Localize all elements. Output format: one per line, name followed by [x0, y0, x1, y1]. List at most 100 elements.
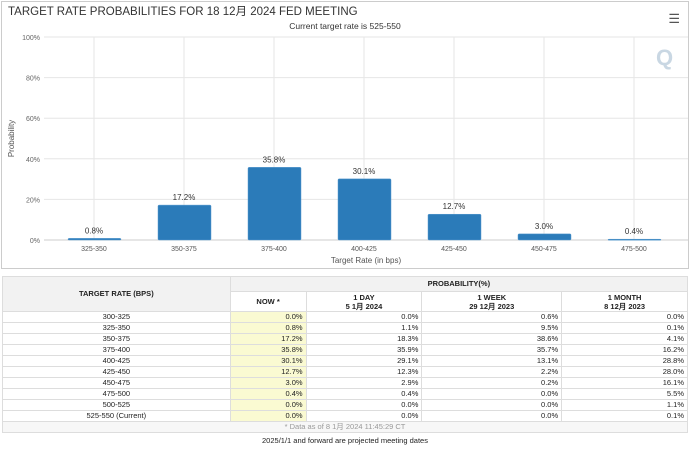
- x-axis-title: Target Rate (in bps): [331, 256, 402, 265]
- probability-cell: 35.9%: [305, 344, 423, 356]
- probability-cell: 0.0%: [561, 311, 688, 323]
- column-label: 1 DAY: [353, 292, 375, 302]
- probability-cell: 2.9%: [305, 377, 423, 389]
- y-tick-label: 80%: [26, 76, 40, 83]
- probability-cell: 18.3%: [305, 333, 423, 345]
- bar: [607, 238, 662, 241]
- probability-cell: 16.2%: [561, 344, 688, 356]
- probability-cell: 3.0%: [229, 377, 307, 389]
- probability-cell: 0.0%: [421, 410, 563, 422]
- probability-cell: 0.0%: [305, 410, 423, 422]
- table-row: 425-450 12.7% 12.3% 2.2% 28.0%: [2, 366, 688, 378]
- rate-cell: 500-525: [2, 399, 231, 411]
- y-tick-label: 60%: [26, 116, 40, 123]
- column-label: 1 WEEK: [477, 292, 507, 302]
- column-header: 1 MONTH 8 12月 2023: [561, 291, 688, 312]
- probability-cell: 0.1%: [561, 322, 688, 334]
- probability-cell: 9.5%: [421, 322, 563, 334]
- table-row: 475-500 0.4% 0.4% 0.0% 5.5%: [2, 388, 688, 400]
- probability-cell: 2.2%: [421, 366, 563, 378]
- probability-cell: 0.1%: [561, 410, 688, 422]
- column-date: 8 12月 2023: [604, 301, 646, 311]
- column-date: 5 1月 2024: [345, 301, 383, 311]
- rate-cell: 425-450: [2, 366, 231, 378]
- probability-cell: 16.1%: [561, 377, 688, 389]
- data-label: 30.1%: [353, 167, 376, 176]
- probability-cell: 5.5%: [561, 388, 688, 400]
- probability-cell: 28.8%: [561, 355, 688, 367]
- chart-subtitle: Current target rate is 525-550: [289, 21, 401, 31]
- column-label: NOW *: [256, 297, 280, 306]
- probability-cell: 30.1%: [229, 355, 307, 367]
- probability-table: TARGET RATE (BPS) PROBABILITY(%) NOW * 1 …: [2, 276, 689, 433]
- bar-chart: 0% 20% 40% 60% 80% 100% 0.8% 325-350 17.2% 350-37…: [7, 35, 688, 265]
- table-row: 375-400 35.8% 35.9% 35.7% 16.2%: [2, 344, 688, 356]
- y-tick-label: 0%: [30, 238, 40, 245]
- column-date: 29 12月 2023: [469, 301, 515, 311]
- table-row: 525-550 (Current) 0.0% 0.0% 0.0% 0.1%: [2, 410, 688, 422]
- x-tick-label: 400-425: [351, 246, 377, 253]
- bar: [67, 238, 122, 241]
- probability-cell: 0.6%: [421, 311, 563, 323]
- rate-cell: 375-400: [2, 344, 231, 356]
- column-header: 1 WEEK 29 12月 2023: [421, 291, 563, 312]
- y-axis-title: Probability: [7, 120, 16, 157]
- probability-cell: 1.1%: [561, 399, 688, 411]
- probability-cell: 35.8%: [229, 344, 307, 356]
- x-tick-label: 350-375: [171, 246, 197, 253]
- bar: [427, 213, 482, 241]
- probability-cell: 0.8%: [229, 322, 307, 334]
- probability-cell: 0.0%: [305, 399, 423, 411]
- probability-cell: 0.0%: [229, 399, 307, 411]
- rate-cell: 400-425: [2, 355, 231, 367]
- table-row: 325-350 0.8% 1.1% 9.5% 0.1%: [2, 322, 688, 334]
- data-label: 0.8%: [85, 226, 103, 235]
- chart-container: TARGET RATE PROBABILITIES FOR 18 12月 202…: [1, 1, 689, 269]
- column-label: 1 MONTH: [607, 292, 642, 302]
- data-timestamp: * Data as of 8 1月 2024 11:45:29 CT: [2, 421, 688, 433]
- data-label: 0.4%: [625, 227, 643, 236]
- data-label: 12.7%: [443, 202, 466, 211]
- rate-cell: 475-500: [2, 388, 231, 400]
- bar: [337, 178, 392, 241]
- probability-cell: 12.7%: [229, 366, 307, 378]
- y-tick-label: 20%: [26, 197, 40, 204]
- probability-cell: 35.7%: [421, 344, 563, 356]
- rate-cell: 325-350: [2, 322, 231, 334]
- probability-cell: 29.1%: [305, 355, 423, 367]
- y-tick-label: 100%: [22, 35, 40, 42]
- rate-cell: 350-375: [2, 333, 231, 345]
- x-tick-label: 325-350: [81, 246, 107, 253]
- x-tick-label: 375-400: [261, 246, 287, 253]
- probability-cell: 17.2%: [229, 333, 307, 345]
- column-header: NOW *: [229, 291, 307, 312]
- projection-note: 2025/1/1 and forward are projected meeti…: [262, 436, 428, 445]
- probability-cell: 1.1%: [305, 322, 423, 334]
- rate-header: TARGET RATE (BPS): [2, 276, 231, 312]
- probability-cell: 0.0%: [305, 311, 423, 323]
- probability-cell: 0.0%: [229, 410, 307, 422]
- probability-cell: 0.4%: [305, 388, 423, 400]
- x-tick-label: 475-500: [621, 246, 647, 253]
- table-row: 450-475 3.0% 2.9% 0.2% 16.1%: [2, 377, 688, 389]
- hamburger-icon[interactable]: ☰: [668, 11, 680, 26]
- probability-cell: 0.0%: [229, 311, 307, 323]
- rate-cell: 450-475: [2, 377, 231, 389]
- probability-cell: 4.1%: [561, 333, 688, 345]
- rate-cell: 525-550 (Current): [2, 410, 231, 422]
- bar: [247, 167, 302, 241]
- table-section: TARGET RATE (BPS) PROBABILITY(%) NOW * 1 …: [2, 276, 689, 446]
- probability-header: PROBABILITY(%): [229, 276, 689, 292]
- chart-title: TARGET RATE PROBABILITIES FOR 18 12月 202…: [8, 6, 358, 18]
- column-header: 1 DAY 5 1月 2024: [305, 291, 423, 312]
- probability-cell: 0.2%: [421, 377, 563, 389]
- probability-cell: 13.1%: [421, 355, 563, 367]
- table-row: 350-375 17.2% 18.3% 38.6% 4.1%: [2, 333, 688, 345]
- data-label: 17.2%: [173, 193, 196, 202]
- table-row: 300-325 0.0% 0.0% 0.6% 0.0%: [2, 311, 688, 323]
- probability-cell: 38.6%: [421, 333, 563, 345]
- data-label: 35.8%: [263, 155, 286, 164]
- probability-cell: 12.3%: [305, 366, 423, 378]
- bar: [157, 204, 212, 241]
- y-tick-label: 40%: [26, 157, 40, 164]
